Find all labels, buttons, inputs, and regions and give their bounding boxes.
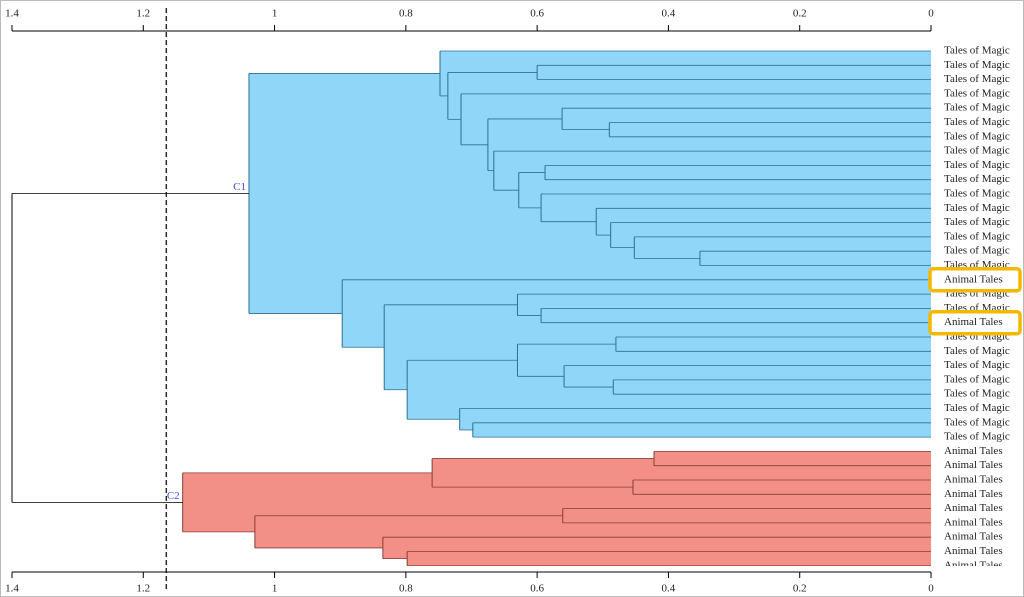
x-tick-label: 1 xyxy=(272,583,278,595)
leaf-label: Tales of Magic xyxy=(944,388,1010,400)
leaf-label: Tales of Magic xyxy=(944,431,1010,443)
cluster-fill xyxy=(613,379,931,395)
leaf-label: Tales of Magic xyxy=(944,373,1010,385)
leaf-label: Tales of Magic xyxy=(944,116,1010,128)
leaf-label: Tales of Magic xyxy=(944,402,1010,414)
leaf-label: Tales of Magic xyxy=(944,188,1010,200)
leaf-label: Tales of Magic xyxy=(944,159,1010,171)
x-tick-label: 1.2 xyxy=(136,8,150,20)
cluster-fill xyxy=(407,551,931,566)
leaf-label: Tales of Magic xyxy=(944,230,1010,242)
x-tick-label: 0.8 xyxy=(399,583,413,595)
leaf-label: Tales of Magic xyxy=(944,345,1010,357)
leaf-label: Animal Tales xyxy=(944,545,1003,557)
leaf-label: Tales of Magic xyxy=(944,245,1010,257)
cluster-fill xyxy=(615,337,931,352)
leaf-label: Tales of Magic xyxy=(944,59,1010,71)
x-tick-label: 0 xyxy=(928,8,934,20)
leaf-label: Tales of Magic xyxy=(944,216,1010,228)
leaf-label: Animal Tales xyxy=(944,516,1003,528)
leaf-label: Tales of Magic xyxy=(944,145,1010,157)
x-tick-label: 1.2 xyxy=(136,583,150,595)
leaf-label: Tales of Magic xyxy=(944,130,1010,142)
x-tick-label: 0.6 xyxy=(530,583,544,595)
cluster-fill xyxy=(632,480,931,495)
leaf-label: Animal Tales xyxy=(944,531,1003,543)
cluster-label: C1 xyxy=(233,181,246,193)
x-tick-label: 1 xyxy=(272,8,278,20)
x-tick-label: 0.8 xyxy=(399,8,413,20)
leaf-label: Tales of Magic xyxy=(944,87,1010,99)
x-tick-label: 0.4 xyxy=(662,583,676,595)
leaf-label: Animal Tales xyxy=(944,273,1003,285)
leaf-label: Animal Tales xyxy=(944,316,1003,328)
x-tick-label: 0 xyxy=(928,583,934,595)
leaf-label: Animal Tales xyxy=(944,488,1003,500)
cluster-fill xyxy=(562,508,931,523)
cluster-fill xyxy=(609,122,931,137)
leaf-label: Animal Tales xyxy=(944,474,1003,486)
leaf-label: Tales of Magic xyxy=(944,73,1010,85)
cluster-fill xyxy=(545,165,931,180)
leaf-label: Animal Tales xyxy=(944,445,1003,457)
x-tick-label: 1.4 xyxy=(5,8,19,20)
leaf-label: Tales of Magic xyxy=(944,102,1010,114)
cluster-fill xyxy=(699,251,931,266)
x-tick-label: 0.2 xyxy=(793,8,807,20)
x-tick-label: 1.4 xyxy=(5,583,19,595)
highlight-box xyxy=(928,267,1022,293)
leaf-label: Tales of Magic xyxy=(944,45,1010,57)
leaf-label: Tales of Magic xyxy=(944,359,1010,371)
x-tick-label: 0.4 xyxy=(662,8,676,20)
leaf-label: Animal Tales xyxy=(944,502,1003,514)
cluster-fill xyxy=(653,451,931,466)
cluster-fill xyxy=(537,65,931,80)
x-tick-label: 0.6 xyxy=(530,8,544,20)
axes: 1.4 1.2 1 0.8 0.6 0.4 0.2 0 1.4 1.2 1 0.8 0.6 0.4 0.2 0 xyxy=(5,8,934,595)
highlight-box xyxy=(928,309,1022,336)
x-tick-label: 0.2 xyxy=(793,583,807,595)
leaf-label: Animal Tales xyxy=(944,559,1003,571)
cluster-label: C2 xyxy=(167,490,180,502)
leaf-label: Tales of Magic xyxy=(944,173,1010,185)
leaf-label: Tales of Magic xyxy=(944,416,1010,428)
cluster-fill xyxy=(541,308,931,323)
cluster-fill xyxy=(472,422,931,438)
plot-area: C1 C2 Tales of Magic Tales of Magic Tales of… xyxy=(11,45,1010,571)
leaf-label: Tales of Magic xyxy=(944,202,1010,214)
leaf-label: Animal Tales xyxy=(944,459,1003,471)
